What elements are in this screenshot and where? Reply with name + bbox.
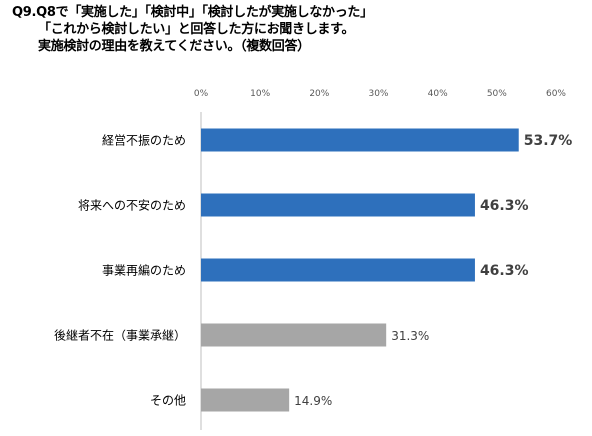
x-tick-label: 10% (250, 89, 270, 99)
chart-title-line-3: 実施検討の理由を教えてください。（複数回答） (38, 39, 310, 54)
bar (201, 323, 387, 347)
x-tick-label: 60% (546, 89, 566, 99)
category-label: 将来への不安のため (78, 198, 186, 213)
category-label: 後継者不在（事業承継） (54, 328, 186, 343)
category-label: 事業再編のため (102, 263, 186, 278)
chart-title-line-1: Q9.Q8で「実施した」「検討中」「検討したが実施しなかった」 (12, 5, 373, 20)
bar (201, 388, 290, 412)
data-label: 46.3% (480, 198, 529, 214)
x-tick-label: 50% (487, 89, 507, 99)
bar (201, 193, 475, 217)
x-tick-label: 40% (428, 89, 448, 99)
data-label: 46.3% (480, 263, 529, 279)
x-tick-label: 30% (368, 89, 388, 99)
data-label: 53.7% (524, 133, 573, 149)
category-label: その他 (150, 394, 186, 408)
x-tick-label: 0% (194, 89, 209, 99)
chart-title-line-2: 「これから検討したい」と回答した方にお聞きします。 (38, 22, 355, 37)
category-label: 経営不振のため (102, 134, 186, 148)
x-tick-label: 20% (309, 89, 329, 99)
data-label: 31.3% (391, 329, 429, 343)
chart-title: Q9.Q8で「実施した」「検討中」「検討したが実施しなかった」 「これから検討し… (12, 4, 587, 55)
bar (201, 128, 519, 152)
data-label: 14.9% (294, 394, 332, 408)
bar (201, 258, 475, 282)
